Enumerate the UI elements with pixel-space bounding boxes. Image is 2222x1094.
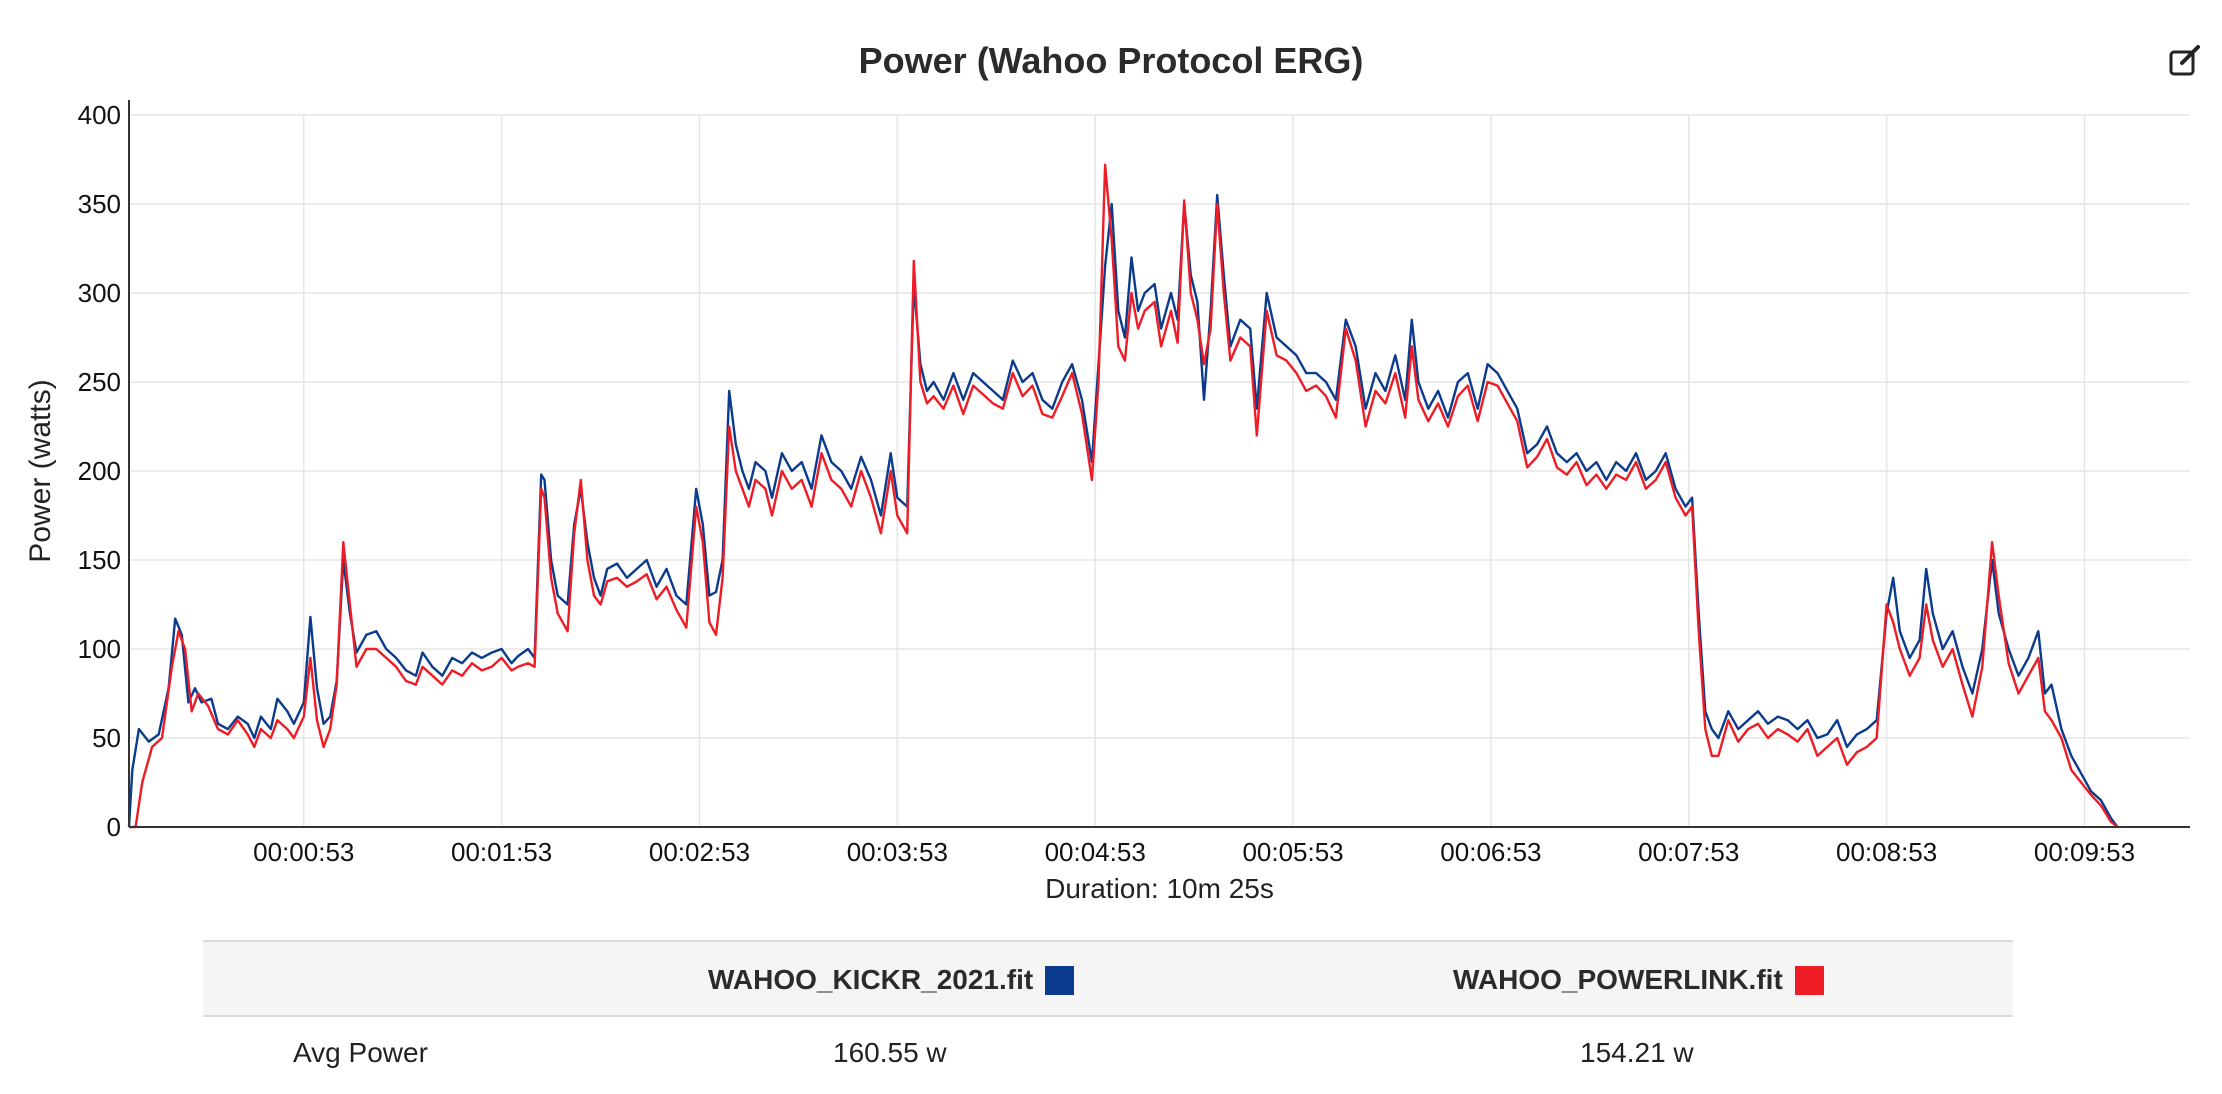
row-label: Avg Power xyxy=(293,1037,428,1068)
x-tick-label: 00:08:53 xyxy=(1836,837,1937,867)
file-name-powerlink: WAHOO_POWERLINK.fit xyxy=(1453,964,1783,995)
y-tick-label: 250 xyxy=(78,367,121,397)
chart-labels: 0 50 100 150 200 250 300 350 400 00:00:53 00:01:53… xyxy=(78,100,2135,867)
comparison-table: WAHOO_KICKR_2021.fit WAHOO_POWERLINK.fit… xyxy=(203,940,2013,1087)
x-tick-label: 00:03:53 xyxy=(847,837,948,867)
legend-swatch-kickr xyxy=(1045,965,1075,995)
x-tick-label: 00:06:53 xyxy=(1440,837,1541,867)
value-powerlink: 154.21 w xyxy=(1580,1037,1694,1068)
chart-title: Power (Wahoo Protocol ERG) xyxy=(858,40,1364,81)
x-tick-label: 00:02:53 xyxy=(649,837,750,867)
y-tick-label: 200 xyxy=(78,456,121,486)
y-tick-label: 400 xyxy=(78,100,121,130)
chart-axes xyxy=(128,100,2190,828)
value-kickr: 160.55 w xyxy=(833,1037,947,1068)
comparison-table-header: WAHOO_KICKR_2021.fit WAHOO_POWERLINK.fit xyxy=(203,940,2013,1017)
file-label-kickr: WAHOO_KICKR_2021.fit xyxy=(708,964,1075,996)
x-tick-label: 00:09:53 xyxy=(2034,837,2135,867)
chart-grid xyxy=(129,114,2190,828)
y-tick-label: 300 xyxy=(78,278,121,308)
series-line-powerlink xyxy=(129,163,2119,829)
y-tick-label: 50 xyxy=(92,723,121,753)
y-axis-title: Power (watts) xyxy=(24,379,57,562)
file-name-kickr: WAHOO_KICKR_2021.fit xyxy=(708,964,1034,995)
y-tick-label: 0 xyxy=(107,812,121,842)
x-tick-label: 00:07:53 xyxy=(1638,837,1739,867)
chart-series xyxy=(127,163,2119,829)
x-tick-label: 00:04:53 xyxy=(1045,837,1146,867)
y-tick-label: 350 xyxy=(78,189,121,219)
table-row: Avg Power 160.55 w 154.21 w xyxy=(203,1017,2013,1087)
x-tick-label: 00:05:53 xyxy=(1242,837,1343,867)
x-axis-title: Duration: 10m 25s xyxy=(1045,873,1274,904)
edit-icon[interactable] xyxy=(2168,44,2202,78)
y-tick-label: 100 xyxy=(78,634,121,664)
power-chart: 0 50 100 150 200 250 300 350 400 00:00:53 00:01:53… xyxy=(24,100,2190,904)
series-line-kickr xyxy=(127,193,2119,828)
file-label-powerlink: WAHOO_POWERLINK.fit xyxy=(1453,964,1824,996)
legend-swatch-powerlink xyxy=(1794,965,1824,995)
x-tick-label: 00:01:53 xyxy=(451,837,552,867)
y-tick-label: 150 xyxy=(78,545,121,575)
x-tick-label: 00:00:53 xyxy=(253,837,354,867)
